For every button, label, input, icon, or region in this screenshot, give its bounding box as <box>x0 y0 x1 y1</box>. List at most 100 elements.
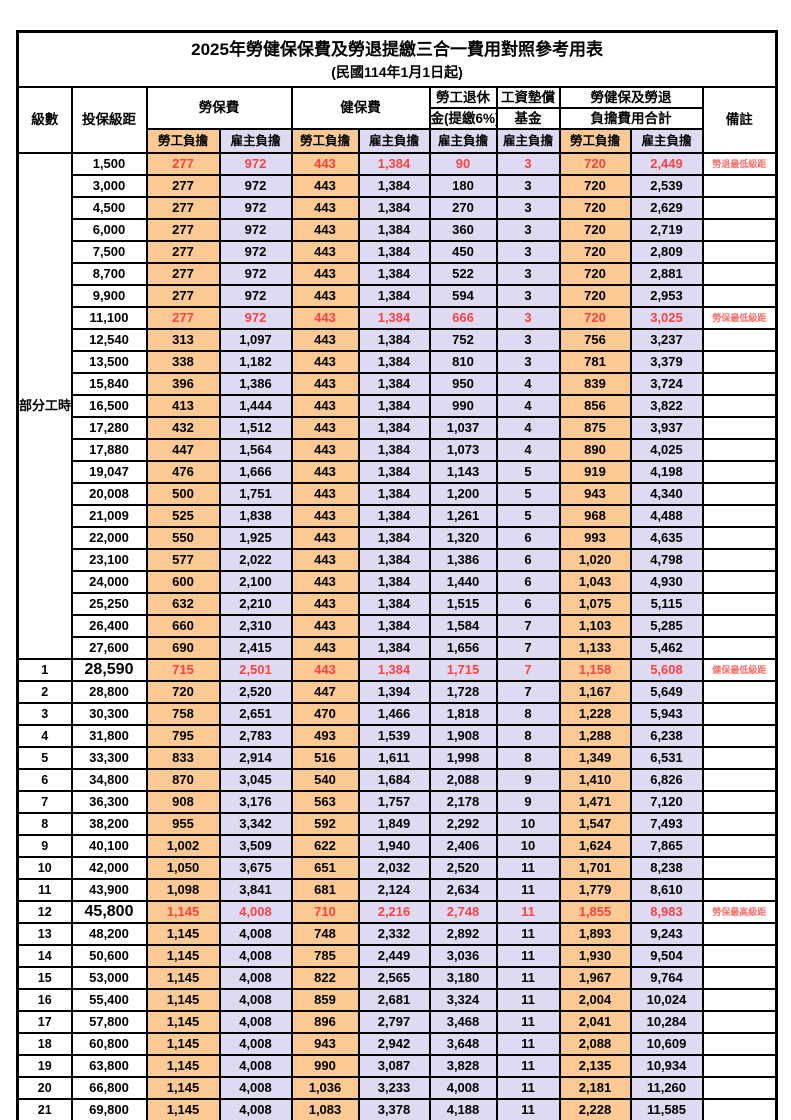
subheader-health-employer: 雇主負擔 <box>357 127 431 154</box>
table-row: 7 36,300 908 3,176 563 1,757 2,178 9 1,471 7,120 <box>16 789 778 814</box>
value-cell: 972 <box>218 151 293 176</box>
table-row: 13 48,200 1,145 4,008 748 2,332 2,892 11 1,893 9,… <box>16 921 778 946</box>
value-cell: 3,822 <box>629 393 704 418</box>
value-cell: 2,449 <box>357 943 431 968</box>
value-cell: 2,719 <box>629 217 704 242</box>
value-cell: 8 <box>495 701 561 726</box>
table-row: 16 55,400 1,145 4,008 859 2,681 3,324 11 2,004 10… <box>16 987 778 1012</box>
value-cell: 600 <box>145 569 221 594</box>
value-cell: 5,649 <box>629 679 704 704</box>
value-cell: 6 <box>495 569 561 594</box>
value-cell: 3 <box>495 305 561 330</box>
table-row: 25,250 632 2,210 443 1,384 1,515 6 1,075 5,115 <box>18 591 778 616</box>
value-cell: 1,200 <box>428 481 498 506</box>
value-cell: 11,260 <box>629 1075 704 1100</box>
value-cell: 2,004 <box>558 987 632 1012</box>
value-cell: 476 <box>145 459 221 484</box>
value-cell: 11 <box>495 943 561 968</box>
value-cell: 1,584 <box>428 613 498 638</box>
note-cell <box>701 1031 778 1056</box>
table-row: 17,280 432 1,512 443 1,384 1,037 4 875 3,937 <box>18 415 778 440</box>
value-cell: 1,098 <box>145 877 221 902</box>
value-cell: 1,384 <box>357 327 431 352</box>
premium-reference-sheet: 2025年勞健保保費及勞退提繳三合一費用對照參考用表 (民國114年1月1日起)… <box>16 30 791 1120</box>
value-cell: 2,539 <box>629 173 704 198</box>
value-cell: 447 <box>290 679 360 704</box>
table-body: 部分工時 1,500 277 972 443 1,384 90 3 720 2,449 勞退最低級距… <box>16 151 778 1120</box>
note-cell <box>701 173 778 198</box>
value-cell: 1,349 <box>558 745 632 770</box>
value-cell: 1,384 <box>357 283 431 308</box>
level-cell: 21 <box>16 1097 73 1120</box>
note-cell: 健保最低級距 <box>701 657 778 682</box>
value-cell: 2,406 <box>428 833 498 858</box>
value-cell: 1,466 <box>357 701 431 726</box>
value-cell: 443 <box>290 459 360 484</box>
value-cell: 470 <box>290 701 360 726</box>
value-cell: 2,210 <box>218 591 293 616</box>
value-cell: 1,002 <box>145 833 221 858</box>
bracket-cell: 33,300 <box>70 745 148 770</box>
value-cell: 1,182 <box>218 349 293 374</box>
bracket-cell: 28,800 <box>70 679 148 704</box>
note-cell <box>701 855 778 880</box>
value-cell: 516 <box>290 745 360 770</box>
value-cell: 7,865 <box>629 833 704 858</box>
value-cell: 3 <box>495 195 561 220</box>
value-cell: 758 <box>145 701 221 726</box>
value-cell: 6,826 <box>629 767 704 792</box>
note-cell <box>701 1009 778 1034</box>
value-cell: 10 <box>495 833 561 858</box>
value-cell: 720 <box>558 151 632 176</box>
value-cell: 443 <box>290 151 360 176</box>
value-cell: 8 <box>495 723 561 748</box>
value-cell: 443 <box>290 437 360 462</box>
value-cell: 839 <box>558 371 632 396</box>
note-cell <box>701 789 778 814</box>
value-cell: 1,998 <box>428 745 498 770</box>
value-cell: 7 <box>495 613 561 638</box>
value-cell: 313 <box>145 327 221 352</box>
table-row: 3 30,300 758 2,651 470 1,466 1,818 8 1,228 5,943 <box>16 701 778 726</box>
value-cell: 5 <box>495 481 561 506</box>
value-cell: 1,611 <box>357 745 431 770</box>
value-cell: 360 <box>428 217 498 242</box>
value-cell: 1,228 <box>558 701 632 726</box>
value-cell: 1,143 <box>428 459 498 484</box>
note-cell <box>701 283 778 308</box>
value-cell: 1,855 <box>558 899 632 924</box>
value-cell: 1,539 <box>357 723 431 748</box>
value-cell: 2,135 <box>558 1053 632 1078</box>
value-cell: 1,656 <box>428 635 498 660</box>
value-cell: 2,292 <box>428 811 498 836</box>
bracket-cell: 24,000 <box>70 569 148 594</box>
note-cell <box>701 701 778 726</box>
level-cell: 13 <box>16 921 73 946</box>
level-cell: 2 <box>16 679 73 704</box>
value-cell: 1,384 <box>357 151 431 176</box>
note-cell <box>701 877 778 902</box>
level-cell: 4 <box>16 723 73 748</box>
value-cell: 3 <box>495 283 561 308</box>
note-cell <box>701 965 778 990</box>
value-cell: 1,384 <box>357 195 431 220</box>
value-cell: 563 <box>290 789 360 814</box>
level-cell: 9 <box>16 833 73 858</box>
value-cell: 2,681 <box>357 987 431 1012</box>
value-cell: 443 <box>290 591 360 616</box>
value-cell: 4,198 <box>629 459 704 484</box>
value-cell: 2,449 <box>629 151 704 176</box>
value-cell: 1,075 <box>558 591 632 616</box>
value-cell: 7,120 <box>629 789 704 814</box>
level-cell: 3 <box>16 701 73 726</box>
subheader-pension-employer: 雇主負擔 <box>428 127 498 154</box>
header-group-row2: 金(提繳6%) 基金 負擔費用合計 <box>18 106 777 130</box>
value-cell: 4,008 <box>218 899 293 924</box>
table-row: 8 38,200 955 3,342 592 1,849 2,292 10 1,547 7,493 <box>16 811 778 836</box>
value-cell: 2,310 <box>218 613 293 638</box>
bracket-cell: 43,900 <box>70 877 148 902</box>
bracket-cell: 25,250 <box>70 591 148 616</box>
value-cell: 270 <box>428 195 498 220</box>
value-cell: 4,008 <box>218 921 293 946</box>
value-cell: 277 <box>145 217 221 242</box>
